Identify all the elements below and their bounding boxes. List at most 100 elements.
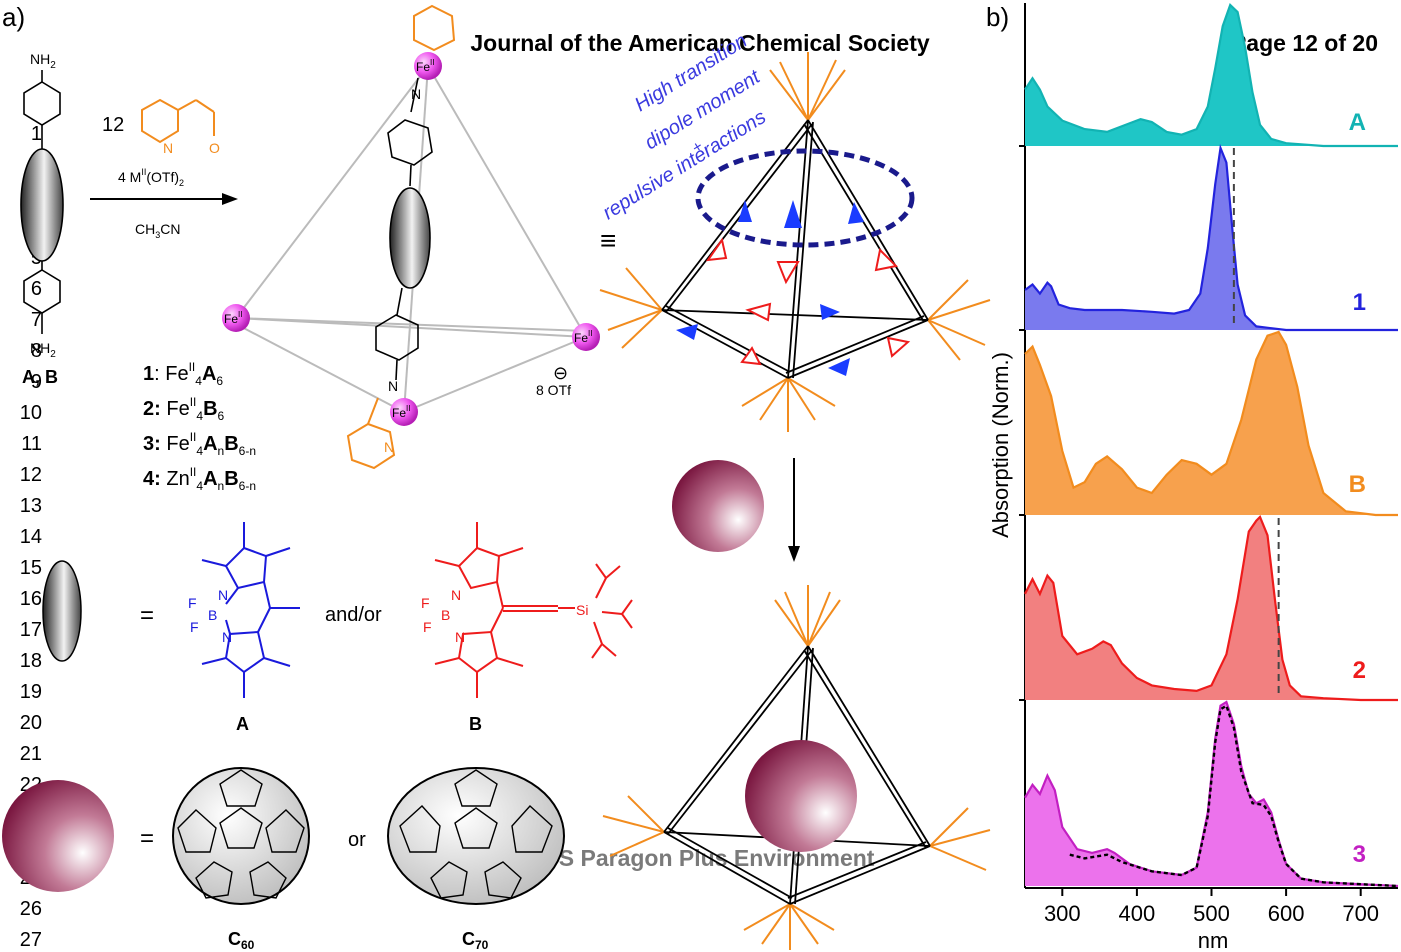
bodipy-ellipsoid <box>20 148 64 262</box>
x-tick-label: 400 <box>1119 901 1156 926</box>
line-number: 7 <box>31 309 42 331</box>
bodipy-ellipsoid-legend <box>42 560 82 662</box>
solvent: CH3CN <box>135 221 180 240</box>
line-number: 18 <box>20 650 42 672</box>
spectrum-fill <box>1025 702 1398 886</box>
bodipy-structure-a <box>201 522 300 698</box>
reaction-arrow <box>90 193 238 205</box>
series-label: 2 <box>1353 657 1366 684</box>
bodipy-b-label: B <box>469 714 482 734</box>
ligand-structure: NH2 NH2 <box>20 51 64 360</box>
fullerene-sphere-legend <box>2 780 114 892</box>
fe-center: FeII <box>390 398 418 426</box>
line-number: 12 <box>20 464 42 486</box>
fullerene-sphere <box>672 460 764 552</box>
cage-N-top: N <box>411 86 421 102</box>
equals-sign-2: = <box>140 825 154 852</box>
x-axis-label: nm <box>1198 928 1229 952</box>
line-number: 20 <box>20 712 42 734</box>
bodipy-structure-b <box>434 522 633 698</box>
line-number: 1 <box>31 123 42 145</box>
compound-entry: 3: FeII4AnB6-n <box>143 430 256 458</box>
line-number: 14 <box>20 526 42 548</box>
bodipy-a-label: A <box>236 714 249 734</box>
equals-sign: = <box>140 602 154 629</box>
spectrum-fill <box>1025 5 1398 146</box>
counterion: 8 OTf <box>536 382 571 398</box>
cage-N-bottom: N <box>388 378 398 394</box>
or-label: or <box>348 829 366 851</box>
x-tick-label: 300 <box>1044 901 1081 926</box>
fe-center: FeII <box>572 323 600 351</box>
panel-a-label: a) <box>2 2 25 32</box>
line-number: 8 <box>31 340 42 362</box>
equivalence-sign: ≡ <box>600 225 616 256</box>
compound-entry: 1: FeII4A6 <box>143 360 223 388</box>
c60-label: C60 <box>228 929 255 952</box>
pyridine-bottom <box>346 397 396 470</box>
series-label: 3 <box>1353 841 1366 868</box>
line-number: 15 <box>20 557 42 579</box>
svg-text:NH2: NH2 <box>30 51 56 71</box>
and-or: and/or <box>325 604 382 626</box>
svg-text:FeII: FeII <box>416 58 434 74</box>
line-number: 19 <box>20 681 42 703</box>
fe-center: FeII <box>222 304 250 332</box>
pyridine-bottom-N: N <box>384 439 394 455</box>
counterion-sign: ⊖ <box>553 363 568 383</box>
line-number: 6 <box>31 278 42 300</box>
bodipy-b-F2: F <box>423 619 432 635</box>
bodipy-b-N1: N <box>451 587 461 603</box>
bodipy-a-N2: N <box>222 629 232 645</box>
spectra-plot: A 1 B 2 3 300 400 500 600 700 <box>1019 3 1399 926</box>
svg-text:FeII: FeII <box>574 329 592 345</box>
compound-list: 1: FeII4A6 2: FeII4B6 3: FeII4AnB6-n 4: ZnI… <box>143 360 256 493</box>
journal-header: Journal of the American Chemical Society <box>470 30 929 56</box>
cage-linker <box>375 77 433 381</box>
bodipy-a-F1: F <box>188 595 197 611</box>
svg-text:FeII: FeII <box>392 404 410 420</box>
pyridine-top <box>413 4 456 52</box>
series-label: B <box>1349 471 1366 498</box>
line-number: 17 <box>20 619 42 641</box>
spectrum-line <box>1024 330 1398 517</box>
x-tick-label: 600 <box>1268 901 1305 926</box>
line-number: 21 <box>20 743 42 765</box>
spectrum-line <box>1024 515 1398 702</box>
line-number: 27 <box>20 929 42 951</box>
spectrum-line <box>1024 143 1398 332</box>
panel-b-label: b) <box>986 2 1009 32</box>
tetrahedron-schematic-top <box>599 52 991 432</box>
footer-text: ACS Paragon Plus Environment <box>526 845 875 871</box>
bodipy-b-B: B <box>441 607 450 623</box>
bodipy-a-N1: N <box>218 587 228 603</box>
line-number: 26 <box>20 898 42 920</box>
x-tick-label: 700 <box>1342 901 1379 926</box>
compound-entry: 4: ZnII4AnB6-n <box>143 465 256 493</box>
y-axis-label: Absorption (Norm.) <box>988 352 1013 538</box>
bodipy-b-N2: N <box>455 629 465 645</box>
metal-salt: 4 MII(OTf)2 <box>118 167 184 188</box>
spectrum-dotted-line <box>1069 703 1399 888</box>
spectrum-line <box>1024 3 1398 148</box>
series-label: A <box>1349 109 1366 136</box>
dipole-annotation: High transition dipole moment + repulsiv… <box>599 30 770 224</box>
line-number: 11 <box>21 433 42 455</box>
series-label: 1 <box>1353 289 1366 316</box>
line-number: 9 <box>31 371 42 393</box>
tetrahedron-host-guest <box>602 585 991 950</box>
line-number: 16 <box>20 588 42 610</box>
dipole-ellipse <box>695 148 915 248</box>
bodipy-a-B: B <box>208 607 217 623</box>
c70-cage <box>387 767 565 905</box>
page-number: Page 12 of 20 <box>1231 30 1378 56</box>
ligand-label: A, B <box>22 367 58 387</box>
spectrum-fill <box>1025 517 1398 700</box>
c70-label: C70 <box>462 929 489 952</box>
svg-text:FeII: FeII <box>224 310 242 326</box>
aldehyde-equiv: 12 <box>102 114 124 136</box>
compound-entry: 2: FeII4B6 <box>143 395 225 423</box>
spectrum-fill <box>1025 332 1398 515</box>
aldehyde-N: N <box>163 140 173 156</box>
